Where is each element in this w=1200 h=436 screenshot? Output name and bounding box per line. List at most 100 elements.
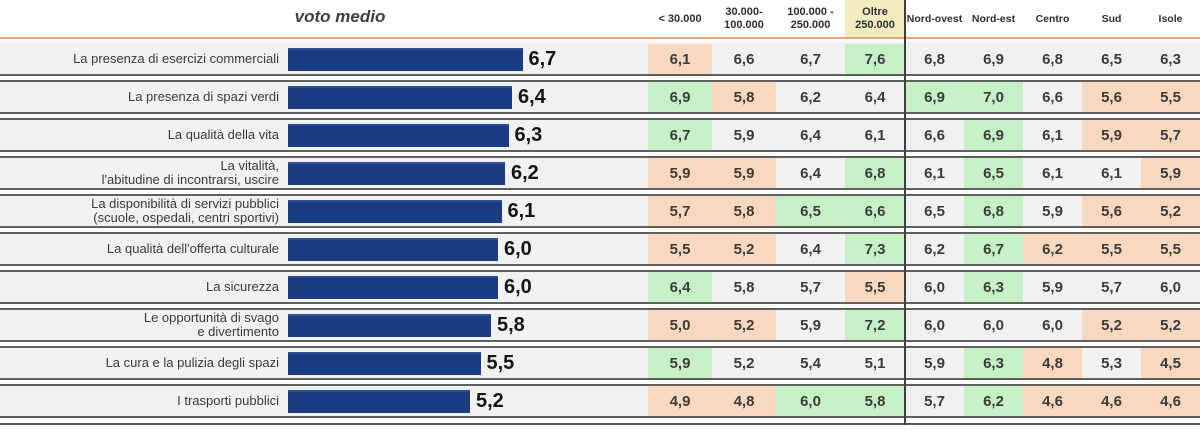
size-cell: 5,9 <box>648 158 712 188</box>
size-cell: 6,4 <box>648 272 712 302</box>
region-cell: 6,8 <box>1042 50 1063 68</box>
bar-value-label: 6,1 <box>507 199 536 222</box>
header-left-section: voto medio <box>0 0 648 38</box>
row-label: La disponibilità di servizi pubblici (sc… <box>91 195 279 225</box>
column-header-region-1: Nord-est <box>971 12 1016 25</box>
size-cell: 6,7 <box>800 50 821 68</box>
table-row: La sicurezza 6,0 6,4 5,8 5,7 5,5 6,0 6,3 5,9 5,7 6… <box>0 270 1200 304</box>
row-label: La cura e la pulizia degli spazi <box>105 354 279 370</box>
region-cell: 5,7 <box>924 392 945 410</box>
row-label: La vitalità, l'abitudine di incontrarsi,… <box>101 157 279 187</box>
region-cell: 6,2 <box>1023 234 1082 264</box>
size-cell: 6,2 <box>800 88 821 106</box>
value-bar <box>288 351 481 375</box>
column-header-region-0: Nord-ovest <box>906 12 963 25</box>
region-cell: 6,3 <box>964 272 1023 302</box>
size-cell: 6,1 <box>648 44 712 74</box>
region-cell: 7,0 <box>964 82 1023 112</box>
bar-zone: 6,2 <box>288 158 648 188</box>
region-cell: 6,0 <box>1160 278 1181 296</box>
column-header-size-1: 30.000- 100.000 <box>724 6 764 31</box>
region-cell: 5,5 <box>1141 234 1200 264</box>
bottom-rule-line <box>0 423 1200 425</box>
size-cell: 5,2 <box>712 310 776 340</box>
region-cell: 5,2 <box>1141 196 1200 226</box>
region-cell: 4,6 <box>1023 386 1082 416</box>
size-cell: 7,6 <box>845 44 905 74</box>
size-cell: 5,7 <box>648 196 712 226</box>
region-cell: 6,5 <box>924 202 945 220</box>
size-cell: 5,9 <box>733 126 755 144</box>
size-cell: 5,5 <box>845 272 905 302</box>
region-cell: 5,9 <box>1141 158 1200 188</box>
header-rule-line <box>0 37 1200 39</box>
table-row: La vitalità, l'abitudine di incontrarsi,… <box>0 156 1200 190</box>
region-column-headers: Nord-ovest Nord-est Centro Sud Isole <box>905 0 1200 38</box>
region-cell: 5,5 <box>1141 82 1200 112</box>
region-cell: 5,9 <box>1042 202 1063 220</box>
row-label: La sicurezza <box>206 278 279 294</box>
table-row: La qualità della vita 6,3 6,7 5,9 6,4 6,1 6,6 6… <box>0 118 1200 152</box>
size-column-headers: < 30.000 30.000- 100.000 100.000 - 250.000… <box>648 0 905 38</box>
region-cell: 6,0 <box>983 316 1004 334</box>
size-cell: 5,0 <box>648 310 712 340</box>
table-row: La qualità dell'offerta culturale 6,0 5,5 5… <box>0 232 1200 266</box>
bar-value-label: 5,8 <box>497 313 525 336</box>
region-cell: 5,7 <box>1141 120 1200 150</box>
region-cell: 5,6 <box>1082 82 1141 112</box>
size-cell: 6,1 <box>864 126 886 144</box>
region-cell: 5,9 <box>1082 120 1141 150</box>
region-cell: 5,5 <box>1082 234 1141 264</box>
size-cell: 5,2 <box>712 234 776 264</box>
size-cell: 5,8 <box>845 386 905 416</box>
bar-value-label: 6,0 <box>504 237 532 260</box>
size-cell: 4,9 <box>648 386 712 416</box>
region-cell: 4,6 <box>1141 386 1200 416</box>
size-cell: 7,2 <box>845 310 905 340</box>
region-cell: 6,5 <box>964 158 1023 188</box>
region-cell: 5,6 <box>1082 196 1141 226</box>
size-cell: 5,9 <box>712 158 776 188</box>
bar-value-label: 5,5 <box>486 351 515 374</box>
size-cell: 6,5 <box>776 196 845 226</box>
column-group-divider-line <box>904 0 906 425</box>
region-cell: 5,3 <box>1101 354 1122 372</box>
value-bar <box>288 389 470 413</box>
size-cell: 5,9 <box>648 348 712 378</box>
bar-zone: 6,0 <box>288 272 648 302</box>
column-header-size-2: 100.000 - 250.000 <box>787 6 834 31</box>
bar-value-label: 5,2 <box>476 389 504 412</box>
column-header-size-0: < 30.000 <box>658 12 702 25</box>
bar-value-label: 6,7 <box>528 47 557 70</box>
value-bar <box>288 237 498 261</box>
region-cell: 4,5 <box>1141 348 1200 378</box>
size-cell: 5,9 <box>800 316 821 334</box>
size-cell: 6,0 <box>776 386 845 416</box>
bar-zone: 6,1 <box>288 196 648 226</box>
column-header-region-3: Sud <box>1101 12 1122 25</box>
table-header: voto medio < 30.000 30.000- 100.000 100.00… <box>0 0 1200 38</box>
region-cell: 6,0 <box>1042 316 1063 334</box>
size-cell: 6,6 <box>733 50 755 68</box>
region-cell: 6,3 <box>964 348 1023 378</box>
value-bar <box>288 199 502 223</box>
size-cell: 6,4 <box>800 240 821 258</box>
value-bar <box>288 313 491 337</box>
bar-value-label: 6,4 <box>518 85 546 108</box>
bar-value-label: 6,2 <box>511 161 539 184</box>
row-label: I trasporti pubblici <box>177 392 279 408</box>
region-cell: 4,6 <box>1082 386 1141 416</box>
region-cell: 6,1 <box>1042 164 1063 182</box>
column-header-region-4: Isole <box>1158 12 1183 25</box>
size-cell: 5,1 <box>864 354 886 372</box>
size-cell: 5,7 <box>800 278 821 296</box>
table-row: La presenza di esercizi commerciali 6,7 6,… <box>0 42 1200 76</box>
bar-zone: 6,3 <box>288 120 648 150</box>
size-cell: 4,8 <box>712 386 776 416</box>
region-cell: 6,5 <box>1101 50 1122 68</box>
size-cell: 6,6 <box>845 196 905 226</box>
region-cell: 4,8 <box>1023 348 1082 378</box>
size-cell: 7,3 <box>845 234 905 264</box>
table-row: La presenza di spazi verdi 6,4 6,9 5,8 6,2 6,… <box>0 80 1200 114</box>
bar-value-label: 6,0 <box>504 275 532 298</box>
